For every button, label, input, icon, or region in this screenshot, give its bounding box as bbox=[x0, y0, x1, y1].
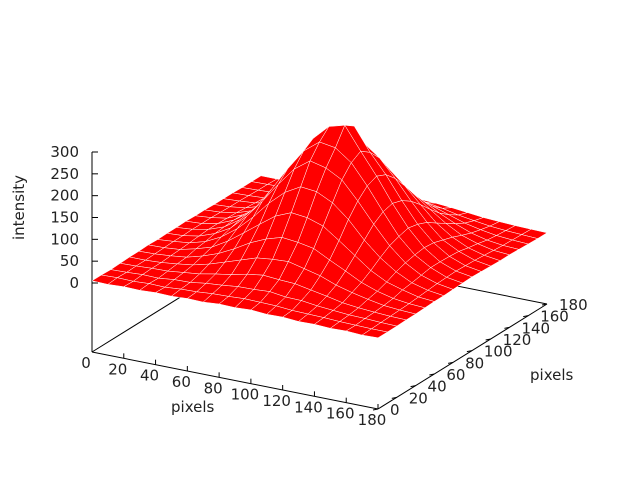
x-axis-label: pixels bbox=[171, 398, 215, 416]
y-tick-label: 20 bbox=[409, 389, 428, 407]
y-tick bbox=[448, 361, 454, 364]
y-tick-label: 140 bbox=[521, 319, 550, 337]
x-tick-label: 180 bbox=[358, 411, 387, 429]
y-tick bbox=[523, 315, 529, 318]
y-tick-label: 60 bbox=[446, 366, 465, 384]
y-tick bbox=[391, 396, 397, 399]
y-tick bbox=[541, 303, 548, 306]
y-tick-label: 160 bbox=[540, 308, 569, 326]
x-tick-label: 80 bbox=[204, 379, 223, 397]
y-tick-label: 0 bbox=[390, 401, 400, 419]
surface-cell bbox=[361, 328, 389, 339]
z-tick-label: 50 bbox=[60, 252, 79, 270]
x-tick-label: 100 bbox=[231, 386, 260, 404]
x-tick-label: 20 bbox=[108, 360, 127, 378]
y-tick-label: 40 bbox=[428, 378, 447, 396]
y-tick-label: 100 bbox=[484, 343, 513, 361]
x-tick-label: 40 bbox=[140, 367, 159, 385]
z-tick-label: 0 bbox=[69, 274, 79, 292]
y-tick bbox=[410, 385, 416, 388]
x-tick-label: 120 bbox=[262, 392, 291, 410]
y-tick bbox=[485, 338, 491, 341]
y-tick-label: 120 bbox=[503, 331, 532, 349]
x-tick-label: 160 bbox=[326, 405, 355, 423]
y-axis-label: pixels bbox=[530, 366, 574, 384]
y-tick bbox=[504, 326, 510, 329]
x-tick-label: 140 bbox=[294, 398, 323, 416]
z-tick-label: 200 bbox=[50, 187, 79, 205]
x-tick-label: 0 bbox=[81, 354, 91, 372]
x-tick-label: 60 bbox=[172, 373, 191, 391]
y-tick-label: 180 bbox=[559, 296, 588, 314]
y-tick bbox=[429, 373, 435, 376]
z-tick-label: 100 bbox=[50, 230, 79, 248]
z-axis-label: intensity bbox=[10, 175, 28, 240]
y-axis-line bbox=[377, 303, 548, 410]
surface bbox=[91, 124, 548, 339]
z-tick-label: 300 bbox=[50, 143, 79, 161]
y-tick-label: 80 bbox=[465, 354, 484, 372]
x-axis-line bbox=[91, 351, 379, 410]
y-tick bbox=[372, 408, 379, 411]
y-tick bbox=[466, 350, 472, 353]
z-tick-label: 250 bbox=[50, 165, 79, 183]
z-tick-label: 150 bbox=[50, 209, 79, 227]
